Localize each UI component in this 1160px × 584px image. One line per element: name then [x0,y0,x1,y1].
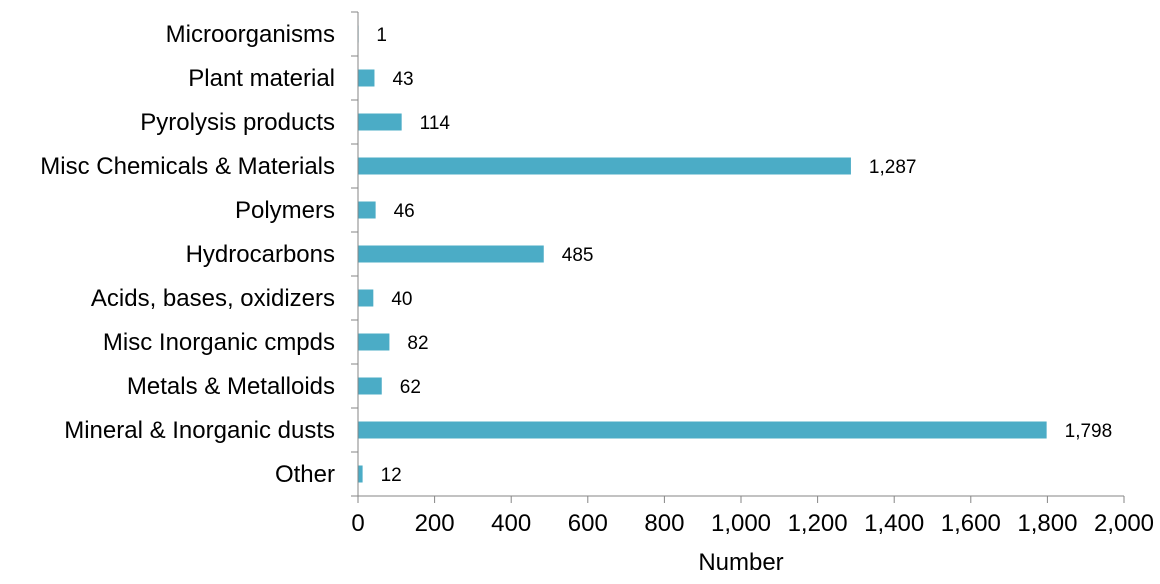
bar [358,421,1047,439]
category-label: Plant material [188,65,335,92]
category-label: Other [275,461,335,488]
x-tick-label: 1,800 [1017,510,1077,537]
bar [358,465,363,483]
x-tick-label: 1,400 [864,510,924,537]
data-label: 1,798 [1065,421,1113,442]
category-label: Hydrocarbons [186,241,335,268]
data-label: 1,287 [869,157,917,178]
bar [358,69,375,87]
data-label: 43 [392,69,413,90]
bar [358,333,390,351]
x-tick-label: 800 [644,510,684,537]
x-tick-label: 2,000 [1094,510,1154,537]
bar [358,113,402,131]
category-label: Metals & Metalloids [127,373,335,400]
x-tick-label: 200 [415,510,455,537]
x-tick-label: 1,200 [788,510,848,537]
data-label: 485 [562,245,594,266]
data-label: 40 [391,289,412,310]
x-tick-label: 0 [351,510,364,537]
bars-layer [358,25,1047,483]
bar [358,245,544,263]
category-label: Misc Inorganic cmpds [103,329,335,356]
labels-layer: Microorganisms 1 Plant material 43 Pyrolysis… [40,21,1154,537]
data-label: 46 [394,201,415,222]
bar [358,201,376,219]
category-label: Pyrolysis products [140,109,335,136]
data-label: 62 [400,377,421,398]
data-label: 114 [420,113,451,134]
category-label: Misc Chemicals & Materials [40,153,335,180]
bar [358,377,382,395]
bar [358,157,851,175]
x-tick-label: 1,600 [941,510,1001,537]
bar [358,289,374,307]
category-label: Acids, bases, oxidizers [91,285,335,312]
x-tick-label: 1,000 [711,510,771,537]
x-tick-label: 400 [491,510,531,537]
axes-layer [351,11,1125,503]
data-label: 82 [407,333,428,354]
category-label: Microorganisms [166,21,335,48]
data-label: 12 [381,465,402,486]
category-label: Polymers [235,197,335,224]
x-tick-label: 600 [568,510,608,537]
data-label: 1 [376,25,387,46]
x-axis-title: Number [698,549,783,576]
category-label: Mineral & Inorganic dusts [64,417,335,444]
